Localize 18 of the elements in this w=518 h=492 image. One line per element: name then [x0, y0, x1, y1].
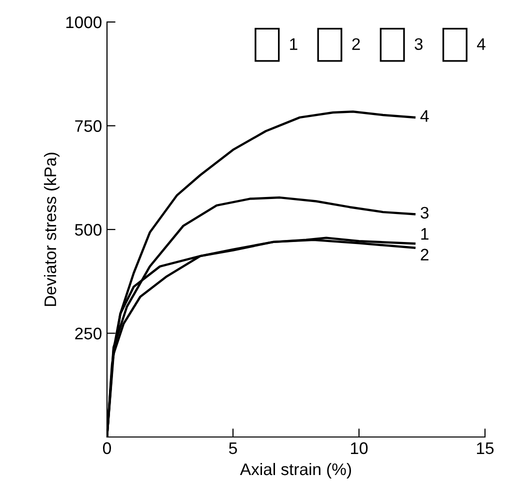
legend-label: 2 — [352, 38, 360, 50]
y-tick-label: 1000 — [66, 16, 102, 28]
legend-label: 1 — [290, 38, 298, 50]
y-tick-label: 250 — [75, 328, 102, 340]
x-tick-label: 15 — [477, 442, 494, 454]
text: 3 — [420, 206, 429, 219]
text: 4 — [420, 110, 429, 122]
legend-label: 4 — [477, 38, 486, 50]
y-tick-label: 500 — [75, 224, 102, 236]
x-tick-label: 10 — [351, 442, 368, 454]
y-tick-label: 750 — [75, 120, 102, 132]
text: 1 — [421, 228, 428, 240]
x-tick-label: 5 — [229, 442, 237, 454]
x-tick-label: 0 — [103, 442, 111, 454]
y-axis-title: Deviator stress (kPa) — [44, 152, 60, 306]
x-axis-title: Axial strain (%) — [240, 462, 351, 478]
legend-label: 3 — [414, 38, 423, 50]
text: 2 — [420, 248, 428, 260]
